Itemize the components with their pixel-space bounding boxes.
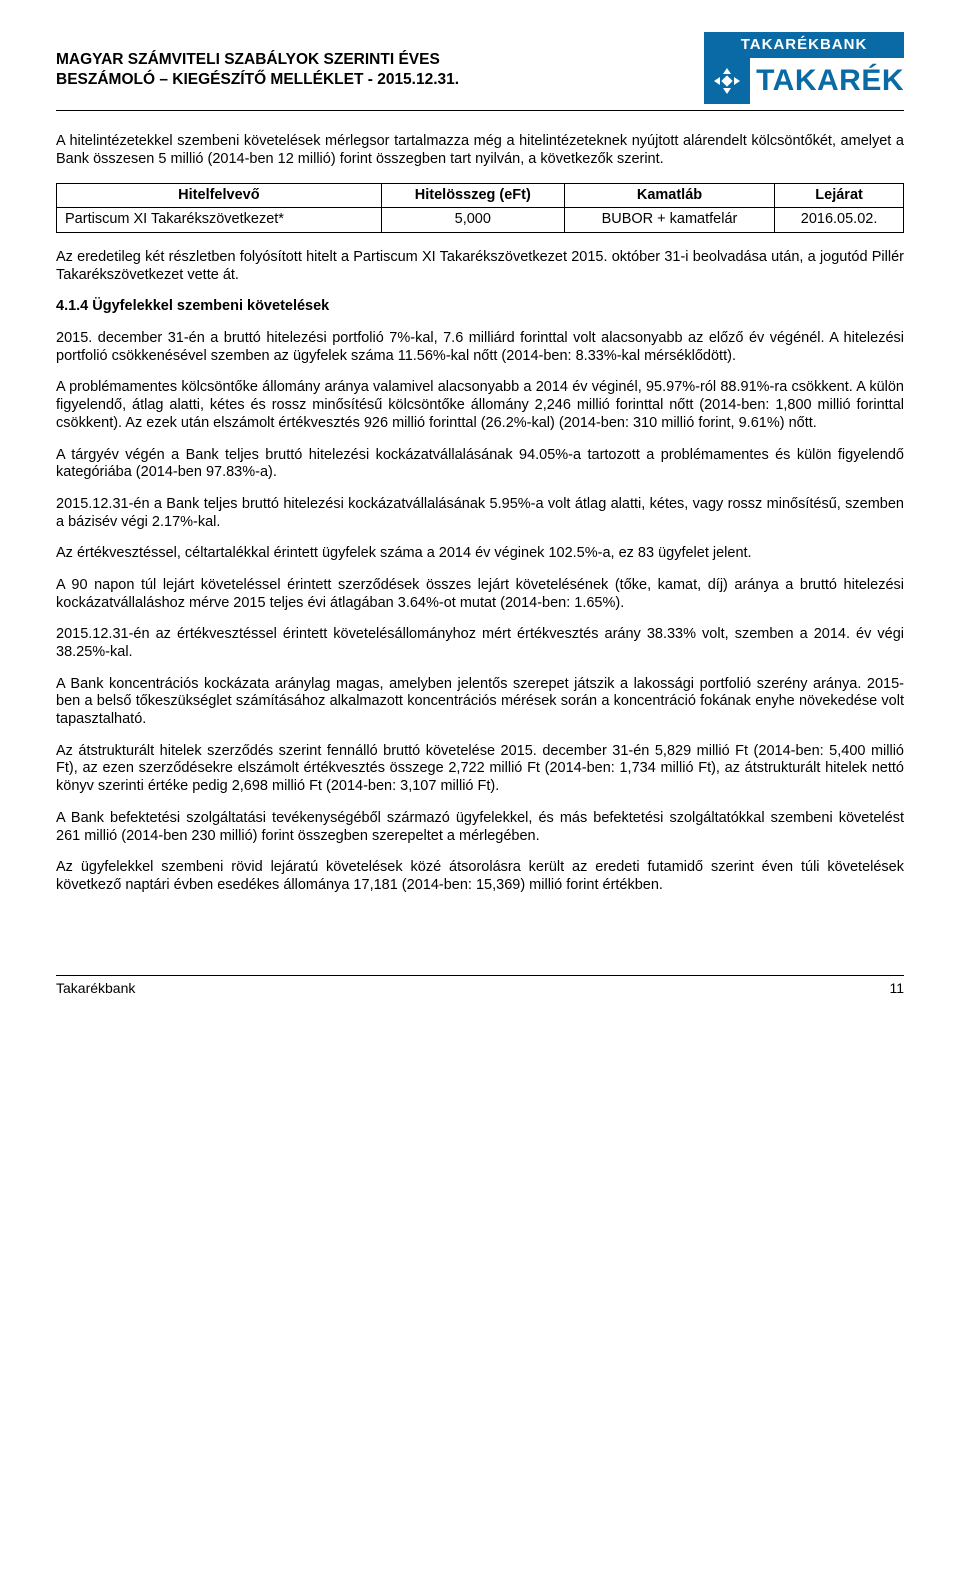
brand-logo: TAKARÉKBANK TAKARÉK bbox=[704, 32, 904, 104]
paragraph: A Bank koncentrációs kockázata aránylag … bbox=[56, 676, 904, 729]
logo-wordmark: TAKARÉK bbox=[756, 63, 904, 100]
table-header-row: Hitelfelvevő Hitelösszeg (eFt) Kamatláb … bbox=[57, 183, 904, 208]
td-rate: BUBOR + kamatfelár bbox=[564, 208, 774, 233]
td-borrower: Partiscum XI Takarékszövetkezet* bbox=[57, 208, 382, 233]
header-title-line1: MAGYAR SZÁMVITELI SZABÁLYOK SZERINTI ÉVE… bbox=[56, 50, 459, 70]
paragraph: A tárgyév végén a Bank teljes bruttó hit… bbox=[56, 447, 904, 482]
table-row: Partiscum XI Takarékszövetkezet* 5,000 B… bbox=[57, 208, 904, 233]
paragraph: A Bank befektetési szolgáltatási tevéken… bbox=[56, 810, 904, 845]
paragraph: A hitelintézetekkel szembeni követelések… bbox=[56, 133, 904, 168]
th-rate: Kamatláb bbox=[564, 183, 774, 208]
paragraph: A problémamentes kölcsöntőke állomány ar… bbox=[56, 379, 904, 432]
th-amount: Hitelösszeg (eFt) bbox=[381, 183, 564, 208]
th-borrower: Hitelfelvevő bbox=[57, 183, 382, 208]
document-page: MAGYAR SZÁMVITELI SZABÁLYOK SZERINTI ÉVE… bbox=[0, 0, 960, 1037]
paragraph: 2015.12.31-én a Bank teljes bruttó hitel… bbox=[56, 496, 904, 531]
paragraph: Az átstrukturált hitelek szerződés szeri… bbox=[56, 743, 904, 796]
section-title: 4.1.4 Ügyfelekkel szembeni követelések bbox=[56, 298, 904, 316]
header-title-line2: BESZÁMOLÓ – KIEGÉSZÍTŐ MELLÉKLET - 2015.… bbox=[56, 70, 459, 90]
page-header: MAGYAR SZÁMVITELI SZABÁLYOK SZERINTI ÉVE… bbox=[56, 32, 904, 111]
paragraph: Az értékvesztéssel, céltartalékkal érint… bbox=[56, 545, 904, 563]
footer-left: Takarékbank bbox=[56, 980, 135, 997]
page-footer: Takarékbank 11 bbox=[56, 975, 904, 997]
paragraph: 2015. december 31-én a bruttó hitelezési… bbox=[56, 330, 904, 365]
td-maturity: 2016.05.02. bbox=[775, 208, 904, 233]
paragraph: Az eredetileg két részletben folyósított… bbox=[56, 249, 904, 284]
th-maturity: Lejárat bbox=[775, 183, 904, 208]
footer-page-number: 11 bbox=[889, 980, 904, 997]
logo-symbol-icon bbox=[704, 58, 750, 104]
paragraph: 2015.12.31-én az értékvesztéssel érintet… bbox=[56, 626, 904, 661]
td-amount: 5,000 bbox=[381, 208, 564, 233]
loan-table: Hitelfelvevő Hitelösszeg (eFt) Kamatláb … bbox=[56, 183, 904, 233]
paragraph: Az ügyfelekkel szembeni rövid lejáratú k… bbox=[56, 859, 904, 894]
header-title: MAGYAR SZÁMVITELI SZABÁLYOK SZERINTI ÉVE… bbox=[56, 32, 459, 90]
paragraph: A 90 napon túl lejárt követeléssel érint… bbox=[56, 577, 904, 612]
logo-top-label: TAKARÉKBANK bbox=[704, 32, 904, 58]
logo-bottom: TAKARÉK bbox=[704, 58, 904, 104]
